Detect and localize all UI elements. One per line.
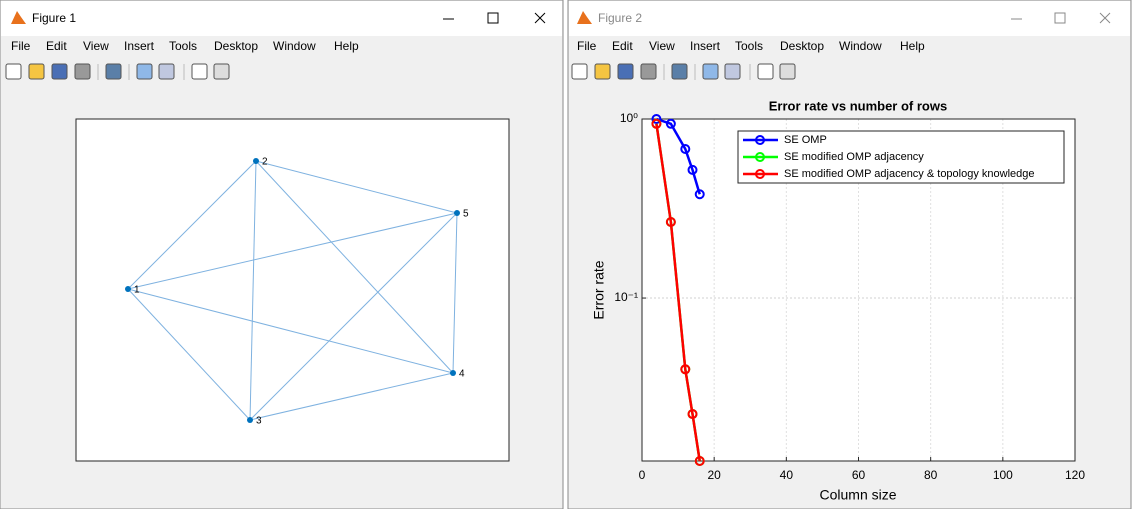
- legend: [737, 130, 1065, 184]
- toolbar-button[interactable]: [191, 63, 208, 80]
- data-point: [687, 164, 698, 175]
- maximize-button[interactable]: [1054, 12, 1066, 24]
- toolbar-button[interactable]: [779, 63, 796, 80]
- graph-edge: [127, 212, 458, 290]
- y-tick-label: 10⁰: [620, 111, 638, 125]
- graph-node: [125, 286, 131, 292]
- legend-label: SE OMP: [784, 134, 827, 146]
- app-icon: [11, 11, 26, 24]
- axes-box: [641, 118, 1076, 462]
- series-line: [655, 123, 701, 462]
- menu-item[interactable]: View: [83, 39, 109, 53]
- menu-item[interactable]: Desktop: [780, 39, 824, 53]
- x-tick-label: 60: [852, 468, 866, 482]
- close-button[interactable]: [1099, 12, 1111, 24]
- x-tick-label: 0: [639, 468, 646, 482]
- menu-item[interactable]: Edit: [612, 39, 633, 53]
- node-label: 2: [262, 157, 268, 168]
- y-tick-label: 10⁻¹: [614, 290, 638, 304]
- graph-edge: [255, 160, 454, 374]
- chart-title: Error rate vs number of rows: [769, 98, 947, 113]
- graph-edge: [249, 212, 458, 421]
- toolbar-button[interactable]: [617, 63, 634, 80]
- y-axis-label: Error rate: [591, 260, 607, 319]
- graph-edge: [127, 288, 454, 374]
- graph-node: [454, 210, 460, 216]
- toolbar-button[interactable]: [158, 63, 175, 80]
- x-tick-label: 120: [1065, 468, 1085, 482]
- toolbar-button[interactable]: [5, 63, 22, 80]
- menu-item[interactable]: Desktop: [214, 39, 258, 53]
- axes: [75, 118, 510, 462]
- toolbar-button[interactable]: [136, 63, 153, 80]
- x-tick-label: 40: [780, 468, 794, 482]
- legend-label: SE modified OMP adjacency: [784, 151, 924, 163]
- toolbar-button[interactable]: [213, 63, 230, 80]
- window-title: Figure 2: [598, 11, 642, 25]
- legend-marker: [755, 169, 765, 179]
- toolbar-button[interactable]: [724, 63, 741, 80]
- data-point: [680, 143, 691, 154]
- menu-item[interactable]: Edit: [46, 39, 67, 53]
- data-point: [680, 364, 691, 375]
- toolbar-button[interactable]: [594, 63, 611, 80]
- toolbar-button[interactable]: [571, 63, 588, 80]
- title-bar: [569, 1, 1130, 36]
- close-button[interactable]: [534, 12, 546, 24]
- menu-item[interactable]: Tools: [169, 39, 197, 53]
- graph-edge: [255, 160, 458, 214]
- toolbar: [1, 58, 562, 87]
- node-label: 3: [256, 416, 262, 427]
- menu-item[interactable]: View: [649, 39, 675, 53]
- maximize-button[interactable]: [487, 12, 499, 24]
- toolbar-button[interactable]: [671, 63, 688, 80]
- data-point: [651, 118, 662, 129]
- series-line: [656, 117, 701, 195]
- graph-edge: [249, 160, 257, 421]
- menu-item[interactable]: Window: [273, 39, 316, 53]
- toolbar-button[interactable]: [105, 63, 122, 80]
- data-point: [687, 409, 698, 420]
- menu-item[interactable]: Insert: [690, 39, 721, 53]
- x-axis-label: Column size: [819, 487, 896, 503]
- data-point: [694, 189, 705, 200]
- toolbar-button[interactable]: [51, 63, 68, 80]
- menu-item[interactable]: Help: [334, 39, 359, 53]
- graph-node: [450, 370, 456, 376]
- menu-item[interactable]: Help: [900, 39, 925, 53]
- title-bar: [1, 1, 562, 36]
- app-icon: [577, 11, 592, 24]
- menu-item[interactable]: Tools: [735, 39, 763, 53]
- graph-edge: [452, 212, 458, 374]
- graph-edge: [127, 160, 257, 290]
- legend-marker: [755, 152, 765, 162]
- toolbar-button[interactable]: [757, 63, 774, 80]
- menu-item[interactable]: File: [577, 39, 597, 53]
- data-point: [651, 114, 662, 124]
- legend-label: SE modified OMP adjacency & topology kno…: [784, 168, 1035, 180]
- x-tick-label: 100: [993, 468, 1013, 482]
- menu-item[interactable]: Window: [839, 39, 882, 53]
- graph-node: [247, 417, 253, 423]
- menu-item[interactable]: File: [11, 39, 31, 53]
- legend-marker: [755, 135, 765, 145]
- menu-item[interactable]: Insert: [124, 39, 155, 53]
- toolbar-button[interactable]: [28, 63, 45, 80]
- data-point: [665, 118, 676, 129]
- node-label: 1: [134, 285, 140, 296]
- window-title: Figure 1: [32, 11, 76, 25]
- node-label: 4: [459, 369, 465, 380]
- graph-edge: [249, 372, 454, 421]
- graph-node: [253, 158, 259, 164]
- graph-edge: [127, 288, 251, 421]
- toolbar-button[interactable]: [702, 63, 719, 80]
- data-point: [665, 216, 676, 227]
- data-point: [694, 456, 705, 466]
- x-tick-label: 20: [707, 468, 721, 482]
- toolbar-button[interactable]: [640, 63, 657, 80]
- toolbar-button[interactable]: [74, 63, 91, 80]
- node-label: 5: [463, 209, 469, 220]
- x-tick-label: 80: [924, 468, 938, 482]
